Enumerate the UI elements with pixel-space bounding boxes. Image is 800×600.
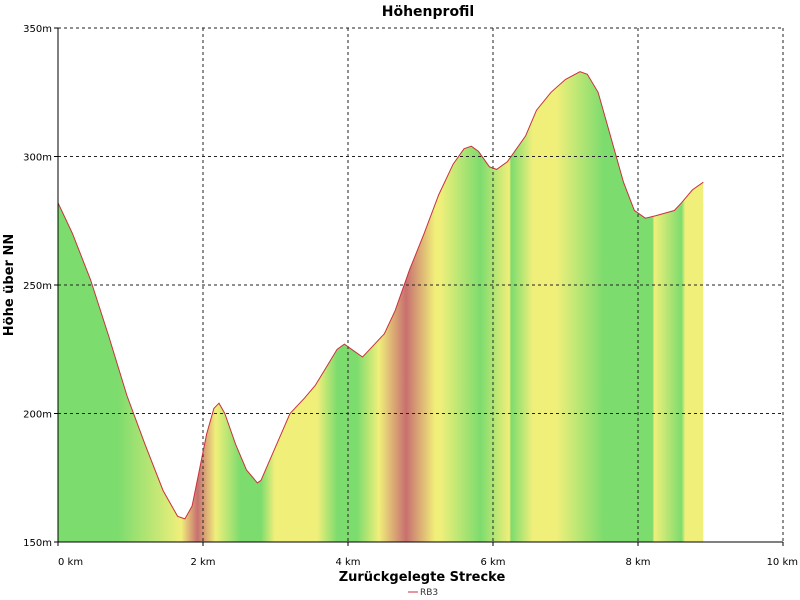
- x-tick-label: 10 km: [767, 557, 798, 568]
- y-axis-label: Höhe über NN: [2, 234, 17, 336]
- x-tick-label: 4 km: [335, 557, 360, 568]
- legend-label-rb3: RB3: [420, 588, 438, 598]
- y-tick-label: 150m: [23, 538, 52, 549]
- legend: RB3: [408, 588, 438, 598]
- y-tick-labels: 150m 200m 250m 300m 350m: [23, 24, 58, 549]
- grid: [58, 27, 784, 542]
- x-tick-label: 0 km: [58, 557, 83, 568]
- x-tick-label: 6 km: [480, 557, 505, 568]
- y-tick-label: 200m: [23, 410, 52, 421]
- y-tick-label: 300m: [23, 153, 52, 164]
- series-line-rb3: [57, 71, 704, 520]
- x-axis-label: Zurückgelegte Strecke: [339, 570, 506, 585]
- x-tick-label: 2 km: [190, 557, 215, 568]
- chart-title: Höhenprofil: [382, 4, 474, 20]
- y-tick-label: 350m: [23, 24, 52, 35]
- x-tick-labels: 0 km 2 km 4 km 6 km 8 km 10 km: [57, 542, 798, 568]
- x-tick-label: 8 km: [625, 557, 650, 568]
- y-tick-label: 250m: [23, 281, 52, 292]
